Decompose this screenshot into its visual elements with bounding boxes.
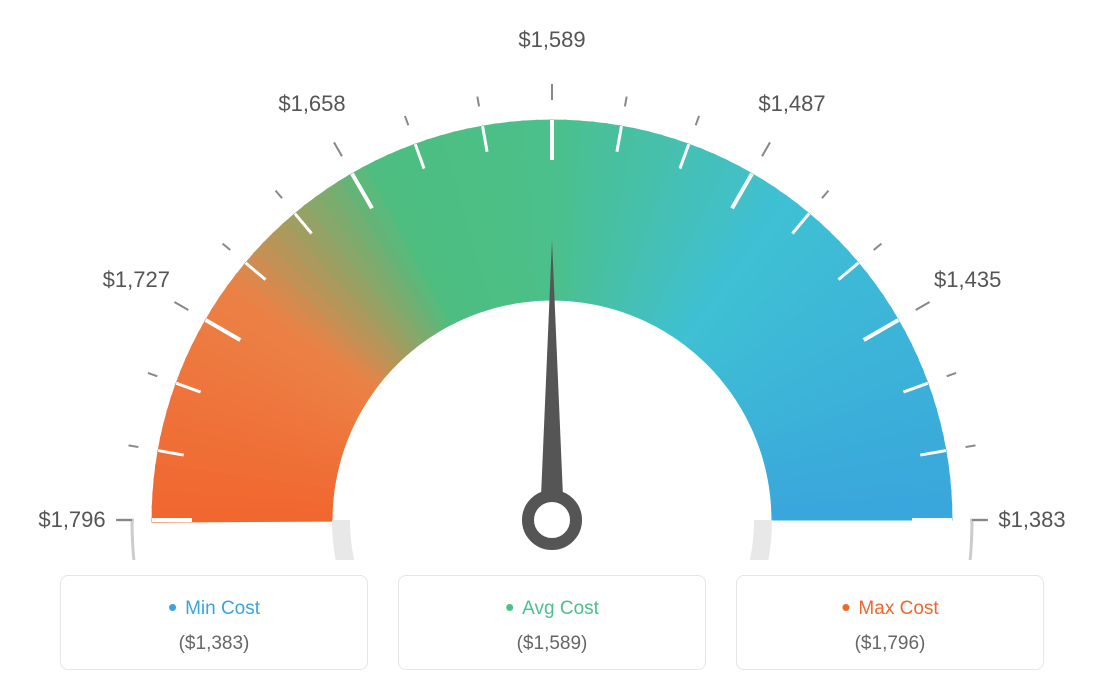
gauge-area: $1,383 $1,435 $1,487 $1,589 $1,658 $1,727 $1,7… [0, 0, 1104, 560]
legend-card-max: Max Cost ($1,796) [736, 575, 1044, 670]
legend-value-avg: ($1,589) [417, 633, 687, 655]
gauge-chart-container: $1,383 $1,435 $1,487 $1,589 $1,658 $1,727 $1,7… [0, 0, 1104, 690]
legend-card-min: Min Cost ($1,383) [60, 575, 368, 670]
gauge-tick-label: $1,727 [103, 267, 170, 293]
legend-row: Min Cost ($1,383) Avg Cost ($1,589) Max … [60, 575, 1044, 670]
gauge-tick-label: $1,435 [934, 267, 1001, 293]
legend-title-avg: Avg Cost [417, 592, 687, 623]
gauge-tick-label: $1,796 [38, 507, 105, 533]
gauge-tick-label: $1,487 [758, 91, 825, 117]
legend-value-min: ($1,383) [79, 633, 349, 655]
legend-card-avg: Avg Cost ($1,589) [398, 575, 706, 670]
legend-value-max: ($1,796) [755, 633, 1025, 655]
gauge-tick-label: $1,383 [998, 507, 1065, 533]
gauge-tick-label: $1,589 [518, 27, 585, 53]
legend-title-min: Min Cost [79, 592, 349, 623]
gauge-tick-label: $1,658 [278, 91, 345, 117]
legend-title-max: Max Cost [755, 592, 1025, 623]
